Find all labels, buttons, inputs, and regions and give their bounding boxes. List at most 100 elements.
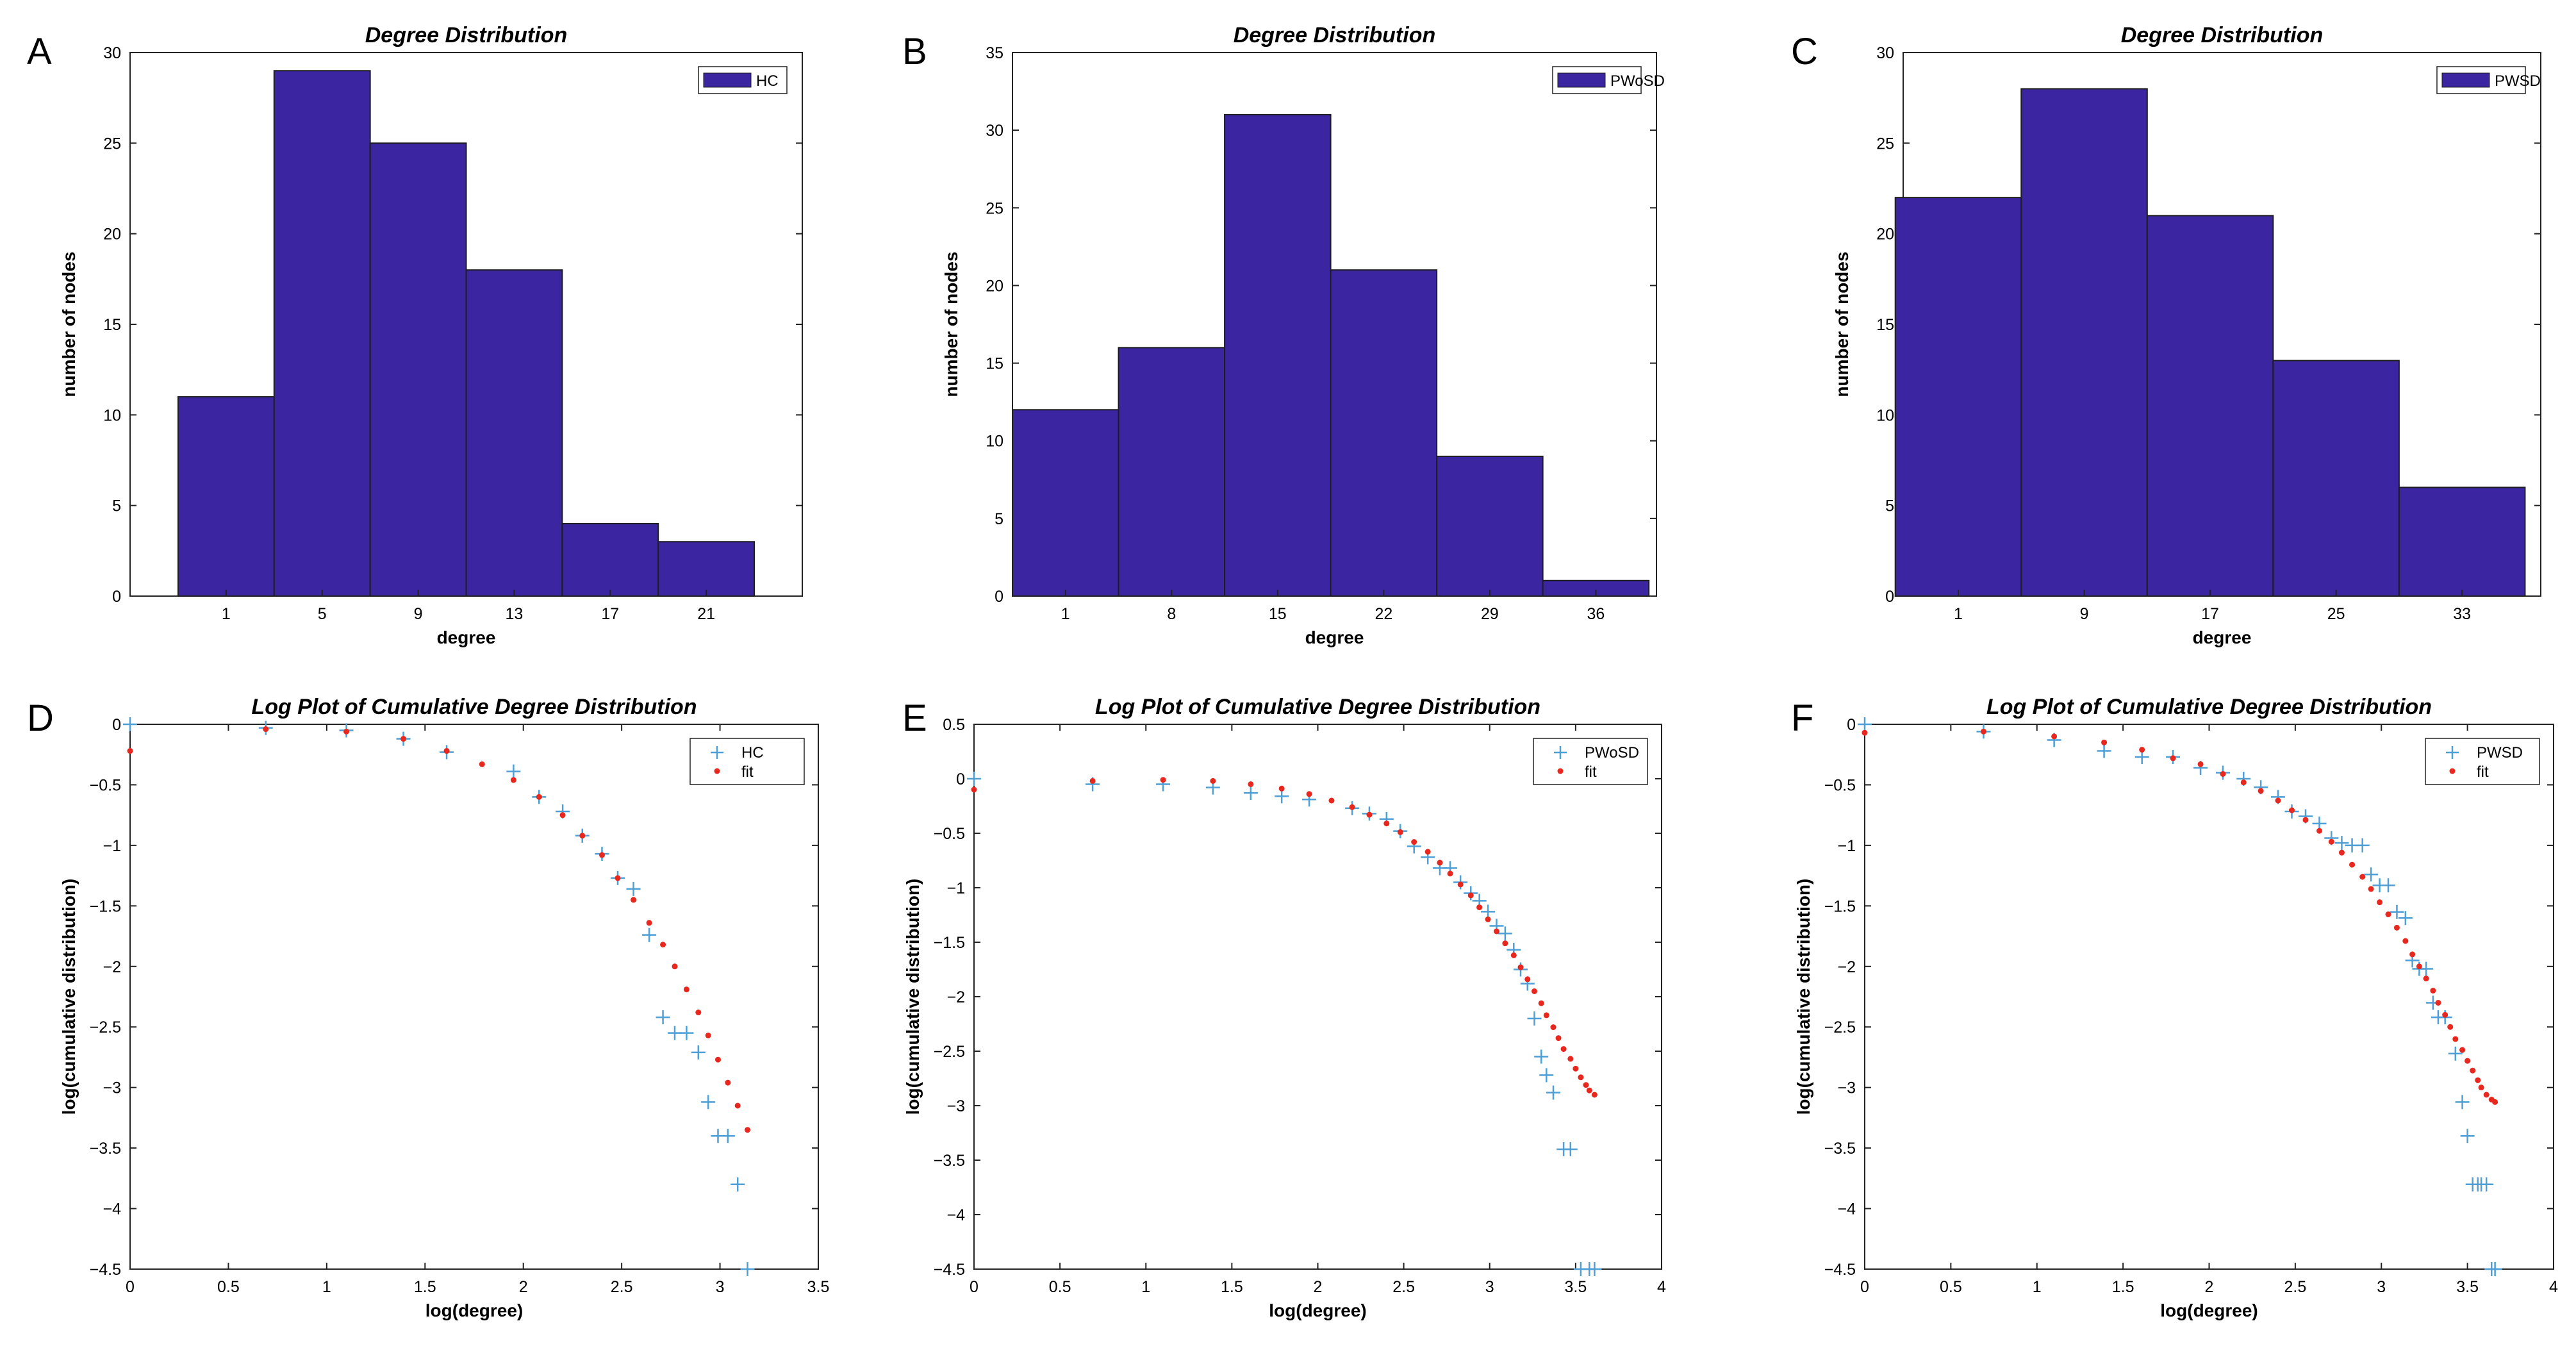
bar [1436,455,1544,597]
fit-point [1437,860,1443,866]
fit-point [2459,1047,2466,1053]
bar [1894,197,2022,597]
legend: PWSD [2436,66,2541,94]
fit-point [695,1010,702,1016]
x-tick-label: 33 [2453,605,2471,623]
y-axis-label: log(cumulative distribution) [903,879,923,1115]
y-tick-label: 0 [112,588,121,606]
fit-point [2359,874,2366,880]
legend-label: PWoSD [1610,72,1665,90]
fit-point [1457,881,1464,888]
x-tick-label: 21 [697,605,715,623]
y-tick-label: −0.5 [90,776,121,794]
x-tick-label: 0 [970,1278,978,1296]
x-tick-label: 1.5 [2112,1278,2134,1296]
fit-point [2349,861,2356,868]
fit-point [1531,988,1537,994]
fit-point [263,726,269,733]
fit-point [2452,1036,2459,1042]
data-point [2455,1095,2470,1110]
fit-point [2197,761,2204,767]
y-tick-label: −3 [103,1079,121,1097]
fit-point [510,777,516,783]
legend-label: fit [1585,763,1597,781]
fit-point [2492,1099,2498,1105]
fit-point [536,794,542,800]
fit-point [579,833,586,839]
fit-point [1160,777,1166,783]
y-tick-label: −3.5 [934,1152,965,1170]
x-tick-label: 3.5 [2456,1278,2479,1296]
fit-point [2435,999,2441,1006]
fit-point [1586,1087,1592,1093]
x-tick-label: 17 [601,605,619,623]
fit-point [1278,785,1285,792]
x-tick-label: 2 [1314,1278,1323,1296]
legend: HC [698,66,788,94]
bar [2272,360,2400,597]
data-point [967,772,981,786]
fit-point [1578,1074,1584,1081]
y-tick-label: 25 [986,199,1003,217]
legend-swatch [2441,72,2490,88]
fit-point [1447,870,1453,877]
bar [273,70,371,597]
data-point [2488,1262,2502,1276]
series-fit [1862,728,2498,1105]
x-tick-label: 5 [318,605,327,623]
data-point [506,764,521,779]
data-point [740,1262,755,1276]
legend-dot-marker [1557,768,1564,774]
legend-label: fit [2477,763,2489,781]
fit-point [2385,911,2391,918]
y-tick-label: 0 [112,716,121,734]
fit-point [2275,797,2281,804]
fit-point [2328,838,2334,845]
y-tick-label: −4 [1837,1201,1856,1218]
y-tick-label: 10 [103,406,121,424]
data-point [1243,786,1258,801]
x-tick-label: 1.5 [414,1278,436,1296]
x-tick-label: 0.5 [217,1278,240,1296]
chart-title: Log Plot of Cumulative Degree Distributi… [251,695,697,719]
fit-point [2101,739,2108,745]
legend-box [2425,738,2540,785]
axes-box [129,724,819,1270]
x-tick-label: 1 [322,1278,331,1296]
y-tick-label: 15 [986,355,1003,373]
fit-point [2465,1058,2471,1064]
x-axis-label: log(degree) [425,1301,523,1320]
fit-point [2368,886,2374,892]
y-axis-label: log(cumulative distribution) [59,879,79,1115]
fit-point [2470,1067,2476,1074]
legend-label: PWoSD [1585,744,1639,761]
x-tick-label: 3 [2377,1278,2386,1296]
x-tick-label: 29 [1481,605,1499,623]
y-tick-label: −2.5 [1824,1018,1856,1036]
fit-point [705,1032,711,1038]
chart-panel-b: B Degree Distribution 0 5 10 15 20 25 30 35 1 8 15 22… [902,23,1665,647]
data-point [2364,867,2379,882]
y-tick-label: 15 [103,316,121,334]
legend-label: HC [756,72,779,90]
chart-panel-f: F Log Plot of Cumulative Degree Distribut… [1791,695,2558,1320]
chart-panel-d: D Log Plot of Cumulative Degree Distribut… [27,695,829,1320]
data-point [1481,904,1496,919]
fit-point [1424,849,1431,855]
y-tick-label: −2 [103,958,121,976]
fit-point [1567,1056,1574,1062]
fit-point [127,748,133,754]
fit-point [1502,940,1508,947]
x-tick-label: 3 [1485,1278,1494,1296]
y-tick-label: 25 [103,135,121,153]
legend-label: PWSD [2477,744,2523,761]
data-point [1587,1262,1602,1276]
x-tick-label: 3.5 [807,1278,830,1296]
data-point [731,1177,745,1192]
x-tick-label: 2.5 [2284,1278,2306,1296]
fit-point [1306,791,1312,797]
legend: PWSD fit [2425,738,2540,785]
bar [1118,347,1226,597]
data-point [1563,1142,1578,1156]
